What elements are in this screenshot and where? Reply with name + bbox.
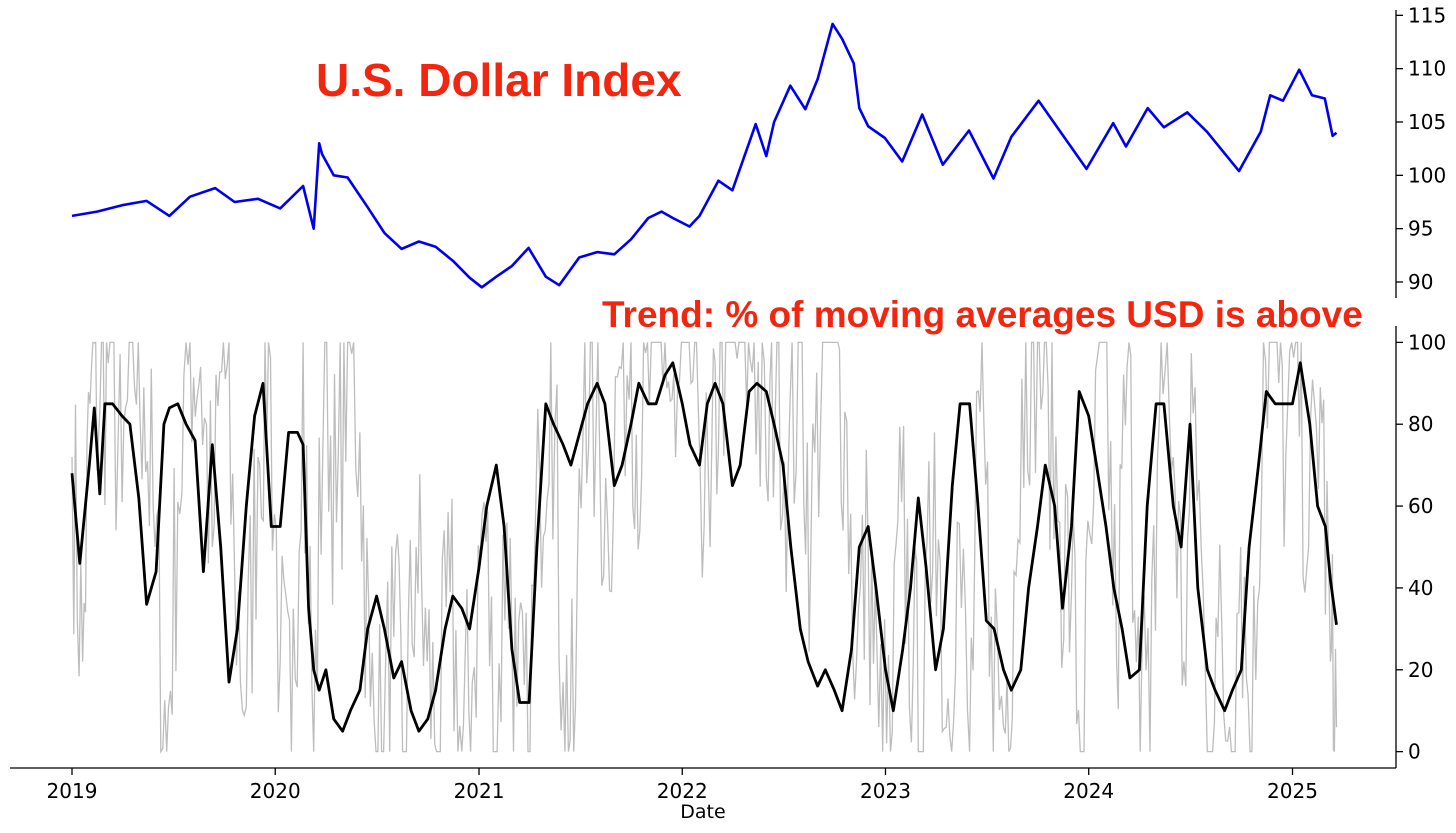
trend-raw-line (71, 341, 1338, 754)
trend-panel: 0 20 40 60 80 100 2019 2020 2021 2022 2023 2024 202… (10, 294, 1446, 823)
trend-title: Trend: % of moving averages USD is above (602, 294, 1363, 335)
trend-smoothed-line (70, 361, 1338, 733)
dollar-index-y-tick-label: 105 (1408, 110, 1446, 134)
dollar-index-y-tick-label: 90 (1408, 270, 1433, 294)
dollar-index-line (71, 22, 1338, 289)
x-tick-label: 2021 (454, 779, 505, 803)
dollar-index-title: U.S. Dollar Index (316, 54, 682, 106)
x-tick-label: 2020 (250, 779, 301, 803)
dollar-index-y-ticks: 90 95 100 105 110 115 (1396, 3, 1446, 294)
dollar-index-y-tick-label: 110 (1408, 57, 1446, 81)
x-axis-title: Date (680, 801, 725, 823)
trend-y-tick-label: 60 (1408, 494, 1433, 518)
x-tick-label: 2019 (47, 779, 98, 803)
trend-y-tick-label: 80 (1408, 412, 1433, 436)
x-tick-label: 2022 (657, 779, 708, 803)
dollar-index-panel: 90 95 100 105 110 115 U.S. Dollar Index (71, 3, 1446, 298)
dollar-index-y-tick-label: 95 (1408, 217, 1433, 241)
x-tick-label: 2024 (1063, 779, 1114, 803)
trend-x-ticks: 2019 2020 2021 2022 2023 2024 2025 (47, 768, 1318, 803)
dollar-index-plot-area (71, 22, 1338, 289)
x-tick-label: 2023 (860, 779, 911, 803)
trend-y-ticks: 0 20 40 60 80 100 (1396, 330, 1446, 764)
trend-raw-plot-area (71, 341, 1338, 754)
trend-smooth-plot-area (70, 361, 1338, 733)
dollar-index-y-tick-label: 100 (1408, 163, 1446, 187)
trend-y-tick-label: 100 (1408, 330, 1446, 354)
trend-y-tick-label: 20 (1408, 658, 1433, 682)
x-tick-label: 2025 (1267, 779, 1318, 803)
dollar-index-y-tick-label: 115 (1408, 3, 1446, 27)
trend-y-tick-label: 0 (1408, 740, 1421, 764)
trend-y-tick-label: 40 (1408, 576, 1433, 600)
